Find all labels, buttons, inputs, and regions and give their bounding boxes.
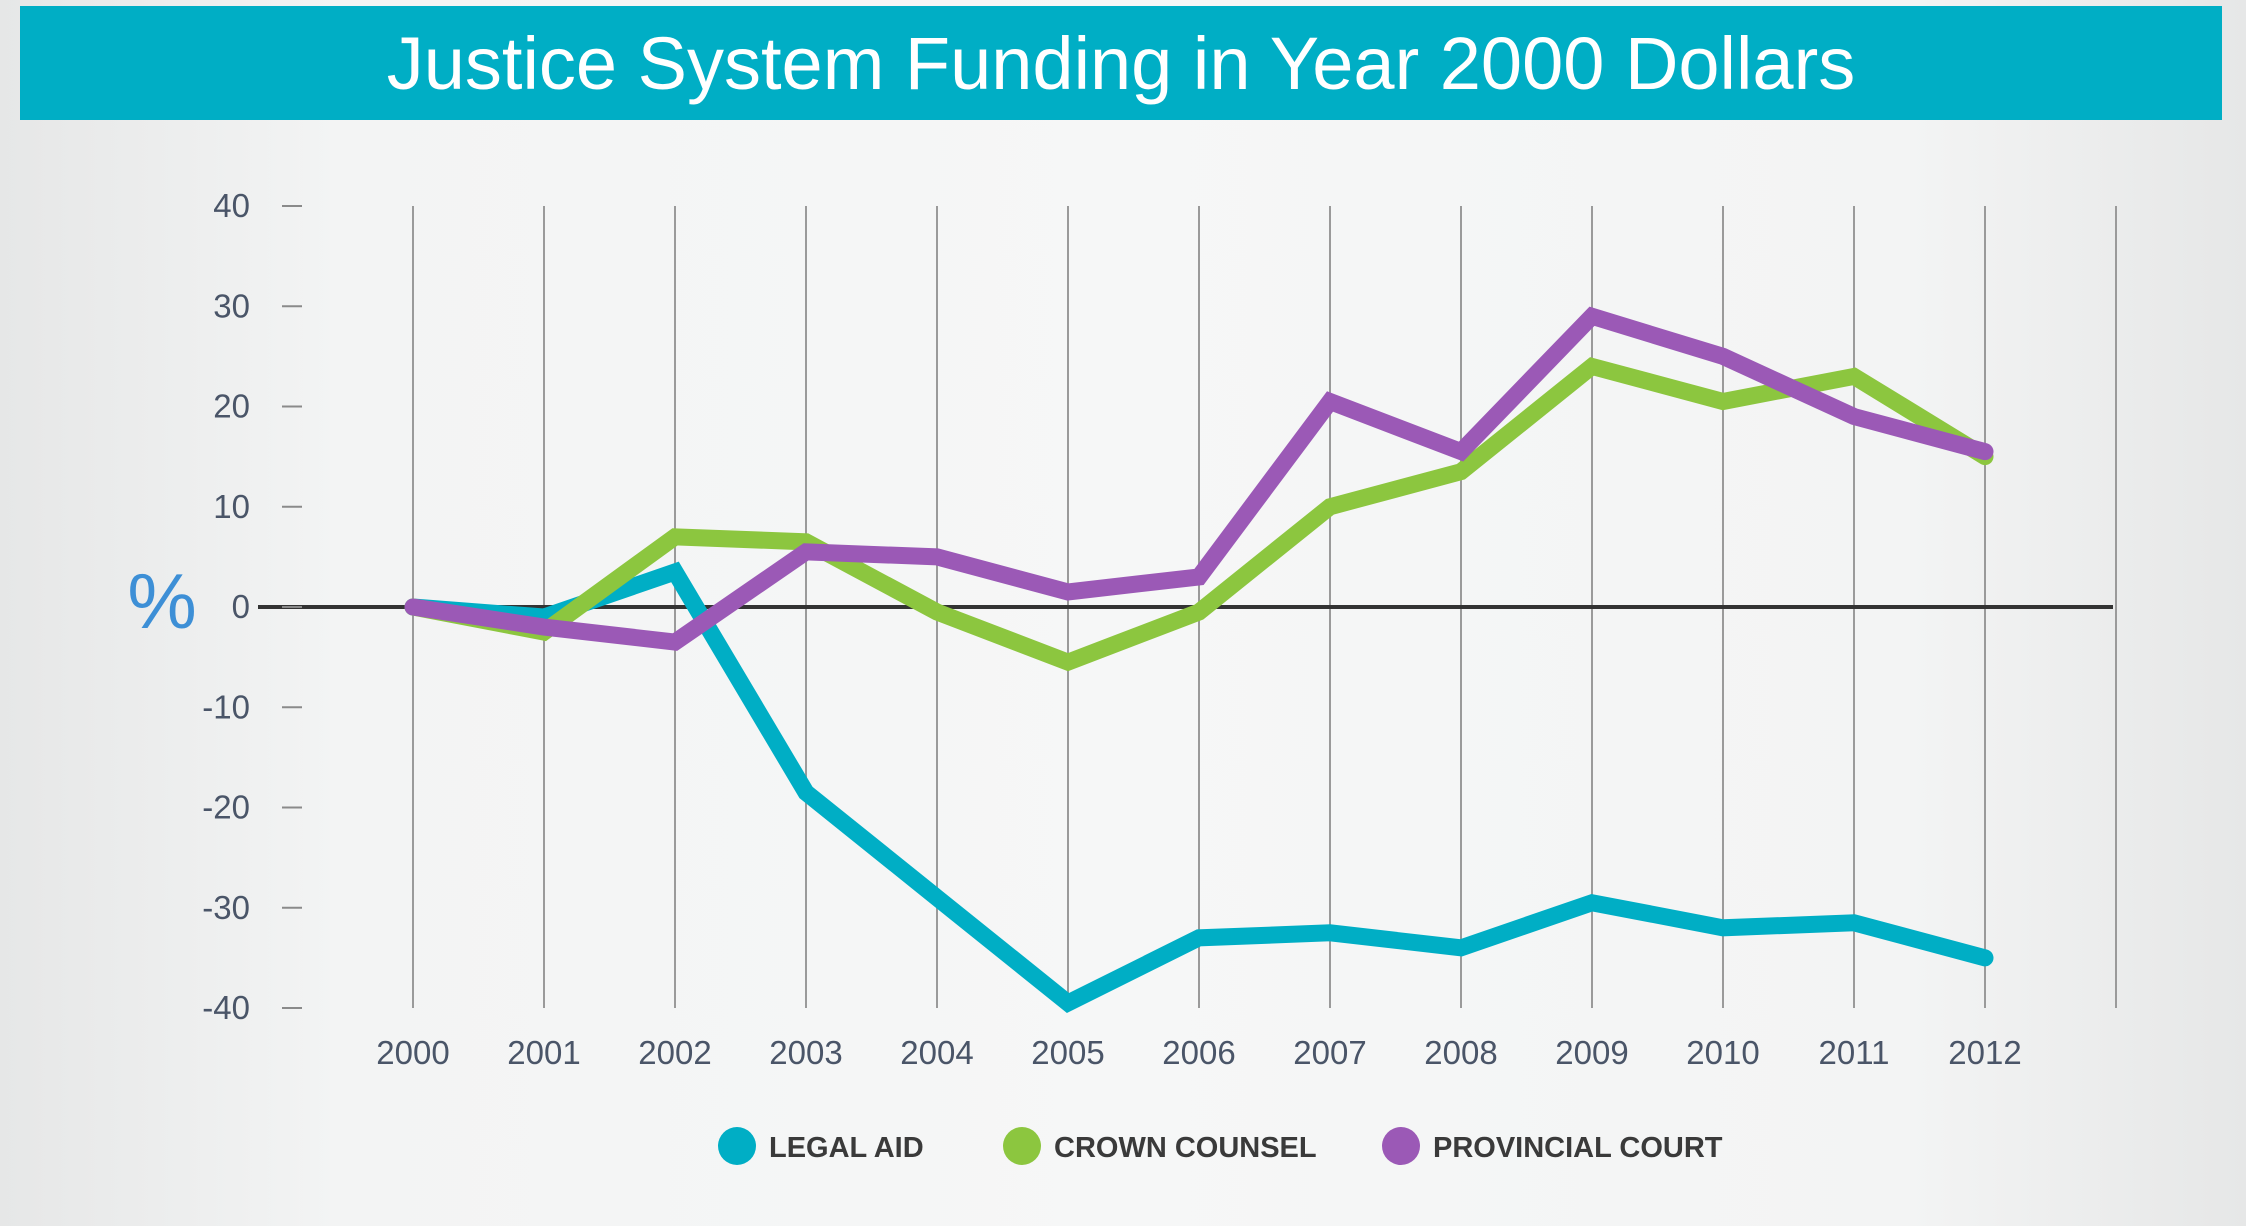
x-tick-label: 2009: [1555, 1034, 1628, 1071]
x-tick-label: 2008: [1424, 1034, 1497, 1071]
series-line-crown-counsel: [404, 357, 1994, 672]
x-tick-label: 2002: [638, 1034, 711, 1071]
chart-title: Justice System Funding in Year 2000 Doll…: [386, 21, 1856, 105]
y-tick-label: 0: [232, 588, 250, 625]
x-tick-label: 2011: [1819, 1034, 1890, 1071]
x-tick-label: 2004: [900, 1034, 973, 1071]
x-tick-label: 2006: [1162, 1034, 1235, 1071]
x-tick-label: 2010: [1686, 1034, 1759, 1071]
series-line-provincial-court: [404, 306, 1994, 651]
y-axis-label: %: [127, 557, 196, 645]
y-tick-label: 40: [213, 187, 250, 224]
y-tick-label: 20: [213, 388, 250, 425]
y-tick-label: -10: [202, 688, 250, 725]
x-tick-label: 2007: [1293, 1034, 1366, 1071]
y-tick-label: 10: [213, 488, 250, 525]
y-axis: 40 30 20 10 0 -10 -20 -30 -40: [202, 187, 302, 1026]
legend-swatch: [718, 1127, 756, 1165]
x-tick-label: 2000: [376, 1034, 449, 1071]
x-tick-label: 2001: [507, 1034, 580, 1071]
legend-label: LEGAL AID: [769, 1132, 924, 1164]
series-group: [404, 306, 1994, 1014]
x-tick-label: 2005: [1031, 1034, 1104, 1071]
x-axis: 2000 2001 2002 2003 2004 2005 2006 2007 2008 2009…: [376, 1034, 2021, 1071]
y-tick-label: -20: [202, 789, 250, 826]
legend-label: CROWN COUNSEL: [1054, 1132, 1317, 1164]
legend-swatch: [1382, 1127, 1420, 1165]
legend: LEGAL AID CROWN COUNSEL PROVINCIAL COURT: [718, 1127, 1723, 1165]
title-bar: Justice System Funding in Year 2000 Doll…: [20, 6, 2222, 120]
grid: [258, 206, 2117, 1008]
x-tick-label: 2003: [769, 1034, 842, 1071]
series-line-legal-aid: [404, 561, 1994, 1014]
y-tick-label: -40: [202, 989, 250, 1026]
y-tick-label: 30: [213, 287, 250, 324]
y-tick-label: -30: [202, 889, 250, 926]
legend-label: PROVINCIAL COURT: [1433, 1132, 1723, 1164]
x-tick-label: 2012: [1948, 1034, 2021, 1071]
legend-swatch: [1003, 1127, 1041, 1165]
